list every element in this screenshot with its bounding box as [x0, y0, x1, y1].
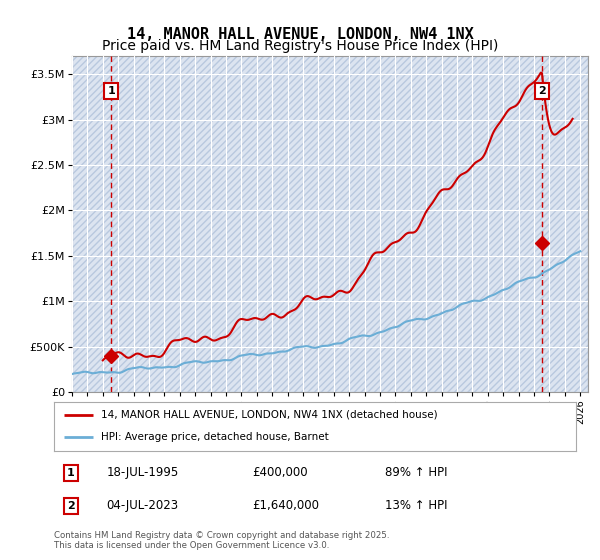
Text: 13% ↑ HPI: 13% ↑ HPI [385, 500, 448, 512]
Text: 14, MANOR HALL AVENUE, LONDON, NW4 1NX: 14, MANOR HALL AVENUE, LONDON, NW4 1NX [127, 27, 473, 42]
Text: 89% ↑ HPI: 89% ↑ HPI [385, 466, 448, 479]
Text: HPI: Average price, detached house, Barnet: HPI: Average price, detached house, Barn… [101, 432, 329, 442]
Text: 04-JUL-2023: 04-JUL-2023 [106, 500, 178, 512]
Text: Contains HM Land Registry data © Crown copyright and database right 2025.
This d: Contains HM Land Registry data © Crown c… [54, 531, 389, 550]
Text: 2: 2 [67, 501, 75, 511]
Text: 2: 2 [538, 86, 545, 96]
Text: £1,640,000: £1,640,000 [253, 500, 319, 512]
Text: 18-JUL-1995: 18-JUL-1995 [106, 466, 178, 479]
Text: 1: 1 [67, 468, 75, 478]
Text: £400,000: £400,000 [253, 466, 308, 479]
Text: 14, MANOR HALL AVENUE, LONDON, NW4 1NX (detached house): 14, MANOR HALL AVENUE, LONDON, NW4 1NX (… [101, 410, 437, 420]
Text: Price paid vs. HM Land Registry's House Price Index (HPI): Price paid vs. HM Land Registry's House … [102, 39, 498, 54]
Text: 1: 1 [107, 86, 115, 96]
